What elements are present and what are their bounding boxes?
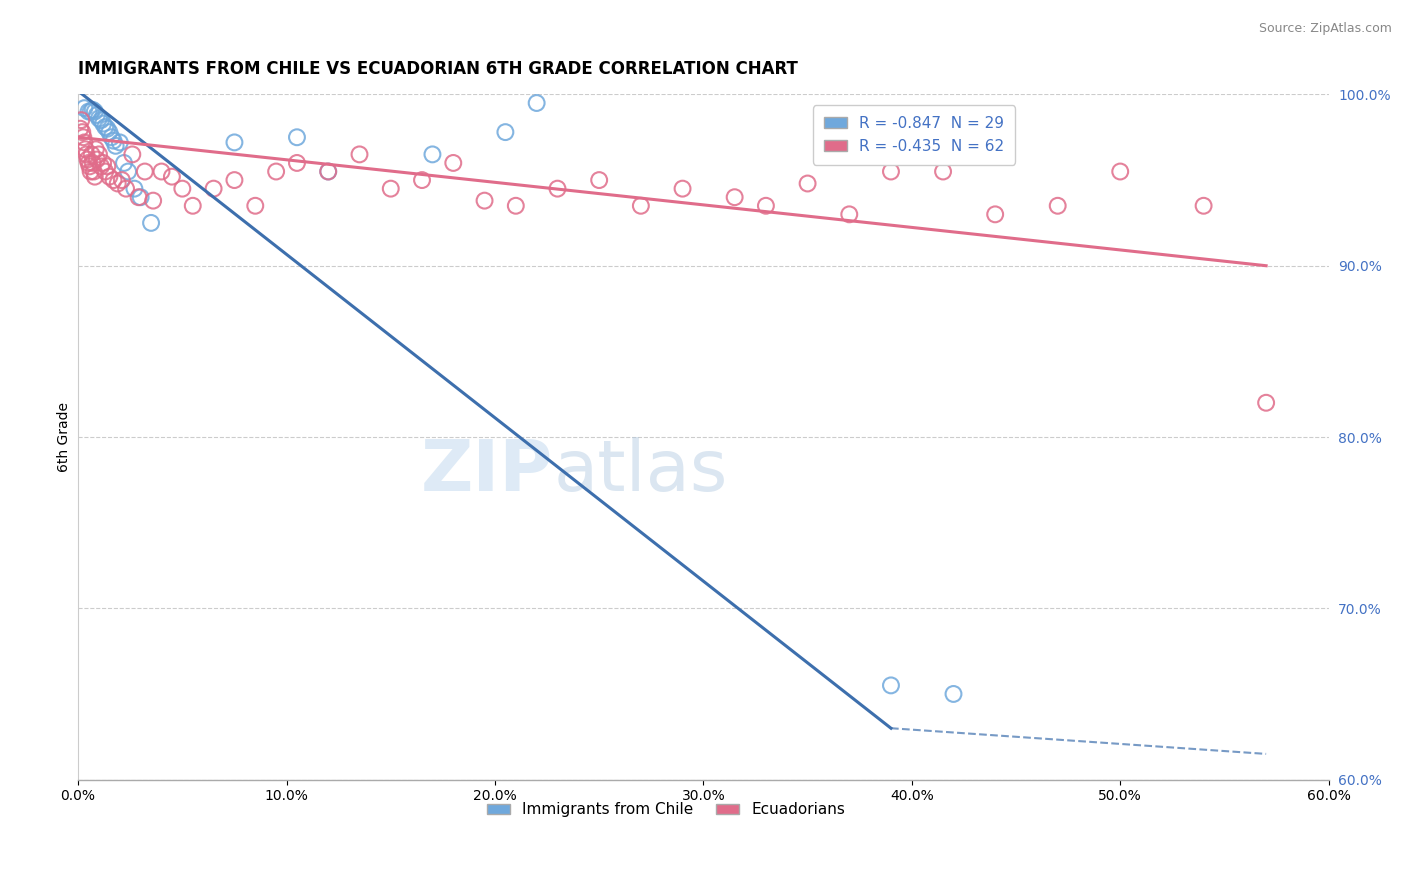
Point — [129, 190, 152, 204]
Point — [796, 177, 818, 191]
Point — [474, 194, 496, 208]
Point — [108, 136, 131, 150]
Point — [224, 136, 246, 150]
Point — [70, 113, 93, 128]
Point — [1256, 396, 1278, 410]
Point — [76, 153, 98, 167]
Point — [90, 160, 112, 174]
Point — [69, 121, 91, 136]
Point — [96, 160, 118, 174]
Point — [134, 164, 156, 178]
Point — [83, 164, 105, 178]
Point — [441, 156, 464, 170]
Point — [880, 678, 903, 692]
Point — [172, 181, 194, 195]
Point — [181, 199, 204, 213]
Point — [77, 156, 100, 170]
Text: Source: ZipAtlas.com: Source: ZipAtlas.com — [1258, 22, 1392, 36]
Point — [160, 169, 183, 184]
Point — [526, 95, 548, 110]
Point — [75, 147, 97, 161]
Point — [79, 160, 101, 174]
Point — [224, 173, 246, 187]
Point — [90, 113, 112, 128]
Point — [142, 194, 165, 208]
Text: IMMIGRANTS FROM CHILE VS ECUADORIAN 6TH GRADE CORRELATION CHART: IMMIGRANTS FROM CHILE VS ECUADORIAN 6TH … — [79, 60, 799, 78]
Point — [82, 103, 104, 117]
Point — [96, 121, 118, 136]
Point — [73, 101, 96, 115]
Point — [121, 147, 143, 161]
Point — [942, 687, 965, 701]
Point — [124, 181, 146, 195]
Point — [80, 147, 103, 161]
Point — [838, 207, 860, 221]
Point — [100, 130, 122, 145]
Point — [245, 199, 267, 213]
Text: ZIP: ZIP — [420, 437, 554, 506]
Point — [984, 207, 1007, 221]
Point — [86, 153, 108, 167]
Point — [79, 104, 101, 119]
Point — [82, 156, 104, 170]
Point — [79, 164, 101, 178]
Point — [547, 181, 569, 195]
Point — [94, 164, 117, 178]
Point — [91, 117, 114, 131]
Point — [932, 164, 955, 178]
Point — [117, 164, 139, 178]
Point — [494, 125, 516, 139]
Point — [411, 173, 433, 187]
Point — [98, 125, 121, 139]
Point — [1109, 164, 1132, 178]
Point — [139, 216, 162, 230]
Point — [264, 164, 287, 178]
Point — [285, 156, 308, 170]
Point — [87, 147, 110, 161]
Point — [103, 173, 125, 187]
Point — [72, 130, 94, 145]
Point — [83, 104, 105, 119]
Text: atlas: atlas — [554, 437, 728, 506]
Point — [630, 199, 652, 213]
Point — [588, 173, 610, 187]
Point — [285, 130, 308, 145]
Point — [103, 134, 125, 148]
Point — [86, 108, 108, 122]
Point — [72, 125, 94, 139]
Point — [98, 169, 121, 184]
Point — [671, 181, 693, 195]
Point — [422, 147, 444, 161]
Point — [73, 136, 96, 150]
Point — [380, 181, 402, 195]
Point — [87, 112, 110, 126]
Point — [1192, 199, 1215, 213]
Y-axis label: 6th Grade: 6th Grade — [58, 402, 72, 472]
Point — [755, 199, 778, 213]
Point — [150, 164, 173, 178]
Point — [505, 199, 527, 213]
Point — [83, 169, 105, 184]
Legend: Immigrants from Chile, Ecuadorians: Immigrants from Chile, Ecuadorians — [481, 797, 851, 823]
Point — [112, 156, 135, 170]
Point — [84, 142, 107, 156]
Point — [316, 164, 339, 178]
Point — [91, 156, 114, 170]
Point — [202, 181, 225, 195]
Point — [107, 177, 129, 191]
Point — [128, 190, 150, 204]
Point — [115, 181, 138, 195]
Point — [94, 120, 117, 134]
Point — [111, 173, 134, 187]
Point — [1046, 199, 1069, 213]
Point — [880, 164, 903, 178]
Point — [77, 104, 100, 119]
Point — [316, 164, 339, 178]
Point — [104, 138, 127, 153]
Point — [349, 147, 371, 161]
Point — [724, 190, 747, 204]
Point — [75, 142, 97, 156]
